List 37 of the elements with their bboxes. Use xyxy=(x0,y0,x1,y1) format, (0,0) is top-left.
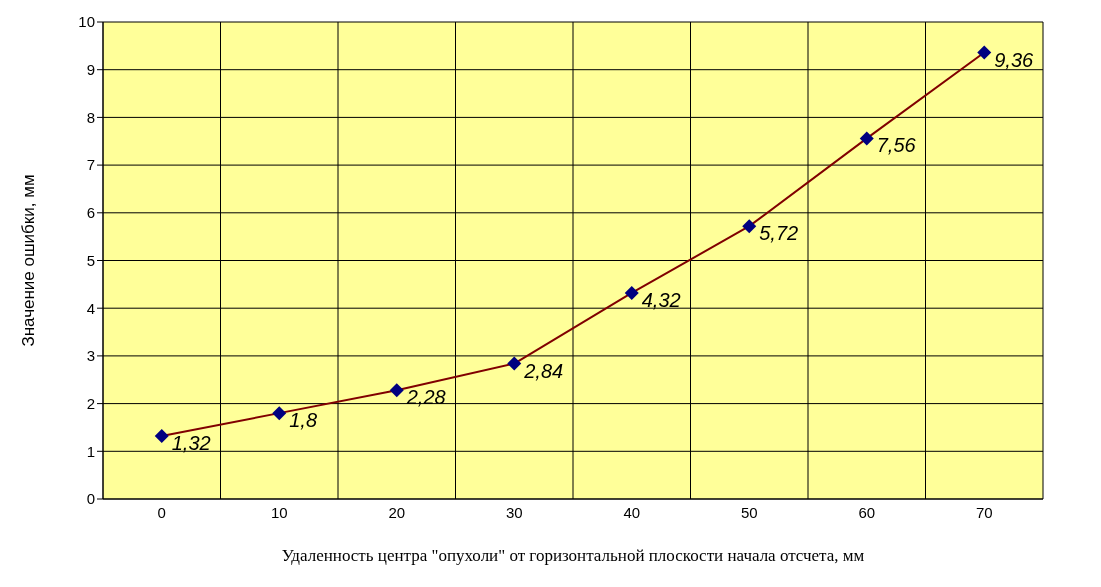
point xyxy=(507,356,522,371)
y-tick-label: 4 xyxy=(86,299,95,317)
point xyxy=(154,429,169,444)
x-tick-label: 20 xyxy=(388,503,406,521)
y-axis-title: Значение ошибки, мм xyxy=(19,174,39,347)
y-tick-label: 0 xyxy=(86,490,95,508)
y-tick-label: 5 xyxy=(86,251,95,269)
x-tick-label: 40 xyxy=(623,503,641,521)
y-tick-label: 9 xyxy=(86,61,95,79)
y-tick-label: 6 xyxy=(86,204,95,222)
y-tick-label: 2 xyxy=(86,394,95,412)
x-axis-title: Удаленность центра "опухоли" от горизонтальной плоскости начала отсчета, мм xyxy=(281,546,865,565)
y-tick-label: 8 xyxy=(86,108,95,126)
data-label: 4,32 xyxy=(641,288,681,311)
y-tick-label: 10 xyxy=(78,13,95,31)
point xyxy=(859,131,874,146)
data-label: 1,8 xyxy=(289,409,318,432)
x-tick-label: 10 xyxy=(270,503,288,521)
x-tick-label: 50 xyxy=(740,503,758,521)
y-tick-label: 7 xyxy=(86,156,95,174)
x-tick-label: 30 xyxy=(505,503,523,521)
point xyxy=(272,406,287,421)
data-label: 2,84 xyxy=(523,359,564,382)
x-tick-label: 60 xyxy=(858,503,876,521)
data-label: 1,32 xyxy=(171,432,211,455)
data-label: 5,72 xyxy=(759,222,799,245)
x-tick-label: 0 xyxy=(157,503,166,521)
y-tick-label: 1 xyxy=(86,442,95,460)
data-label: 2,28 xyxy=(405,386,446,409)
point xyxy=(624,285,639,300)
x-tick-label: 70 xyxy=(975,503,993,521)
y-tick-label: 3 xyxy=(86,347,95,365)
point xyxy=(389,383,404,398)
data-label: 7,56 xyxy=(876,134,917,157)
point xyxy=(742,219,757,234)
data-label: 9,36 xyxy=(994,48,1035,71)
point xyxy=(977,45,992,60)
